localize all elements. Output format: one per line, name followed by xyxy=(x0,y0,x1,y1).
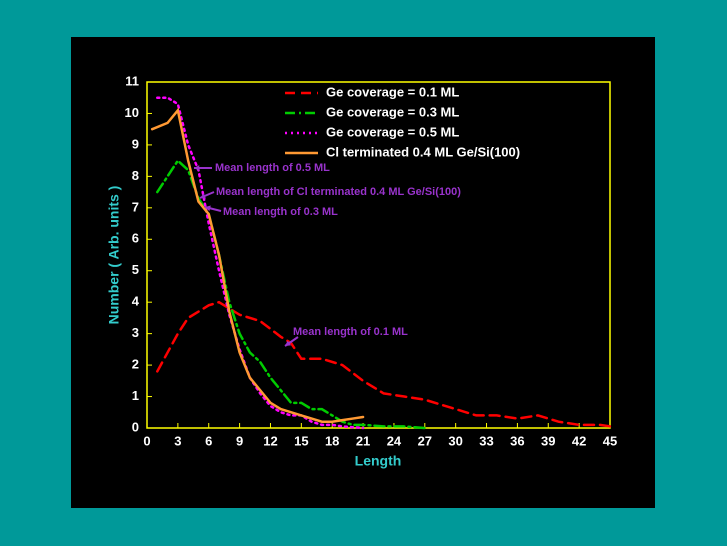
y-tick-label: 10 xyxy=(125,105,139,120)
legend-label: Ge coverage = 0.5 ML xyxy=(326,124,459,139)
y-tick-label: 6 xyxy=(132,231,139,246)
x-tick-label: 0 xyxy=(143,433,150,448)
annotation: Mean length of 0.3 ML xyxy=(223,206,338,218)
y-tick-label: 11 xyxy=(125,73,139,88)
chart-panel xyxy=(71,37,655,508)
x-tick-label: 30 xyxy=(448,433,462,448)
x-tick-label: 21 xyxy=(356,433,370,448)
legend-label: Ge coverage = 0.1 ML xyxy=(326,84,459,99)
annotation-arrowhead xyxy=(285,340,291,346)
series-line xyxy=(150,107,365,423)
y-tick-label: 5 xyxy=(132,262,139,277)
x-tick-label: 42 xyxy=(572,433,586,448)
x-tick-label: 45 xyxy=(603,433,617,448)
x-tick-label: 3 xyxy=(174,433,181,448)
x-tick-label: 12 xyxy=(263,433,277,448)
x-tick-label: 39 xyxy=(541,433,555,448)
y-tick-label: 9 xyxy=(132,136,139,151)
annotation: Mean length of 0.5 ML xyxy=(215,162,330,174)
y-tick-label: 7 xyxy=(132,199,139,214)
x-tick-label: 18 xyxy=(325,433,339,448)
y-tick-label: 2 xyxy=(132,357,139,372)
plot-frame xyxy=(146,81,611,429)
annotation-arrowhead xyxy=(194,165,200,171)
legend-label: Cl terminated 0.4 ML Ge/Si(100) xyxy=(326,144,520,159)
series-line xyxy=(156,96,365,430)
annotation: Mean length of Cl terminated 0.4 ML Ge/S… xyxy=(216,186,461,198)
y-tick-label: 1 xyxy=(132,388,139,403)
series-line xyxy=(156,300,612,428)
y-tick-label: 8 xyxy=(132,168,139,183)
y-tick-label: 3 xyxy=(132,325,139,340)
legend-label: Ge coverage = 0.3 ML xyxy=(326,104,459,119)
x-tick-label: 36 xyxy=(510,433,524,448)
annotation-arrowhead xyxy=(205,205,211,212)
x-tick-label: 6 xyxy=(205,433,212,448)
y-tick-label: 4 xyxy=(132,294,140,309)
y-tick-label: 0 xyxy=(132,419,139,434)
x-tick-label: 33 xyxy=(479,433,493,448)
annotation: Mean length of 0.1 ML xyxy=(293,326,408,338)
x-axis-title: Length xyxy=(355,453,402,469)
x-tick-label: 24 xyxy=(387,433,402,448)
x-tick-label: 15 xyxy=(294,433,308,448)
x-tick-label: 27 xyxy=(418,433,432,448)
y-axis-title: Number ( Arb. units ) xyxy=(106,186,122,325)
annotation-arrowhead xyxy=(200,193,206,199)
x-tick-label: 9 xyxy=(236,433,243,448)
